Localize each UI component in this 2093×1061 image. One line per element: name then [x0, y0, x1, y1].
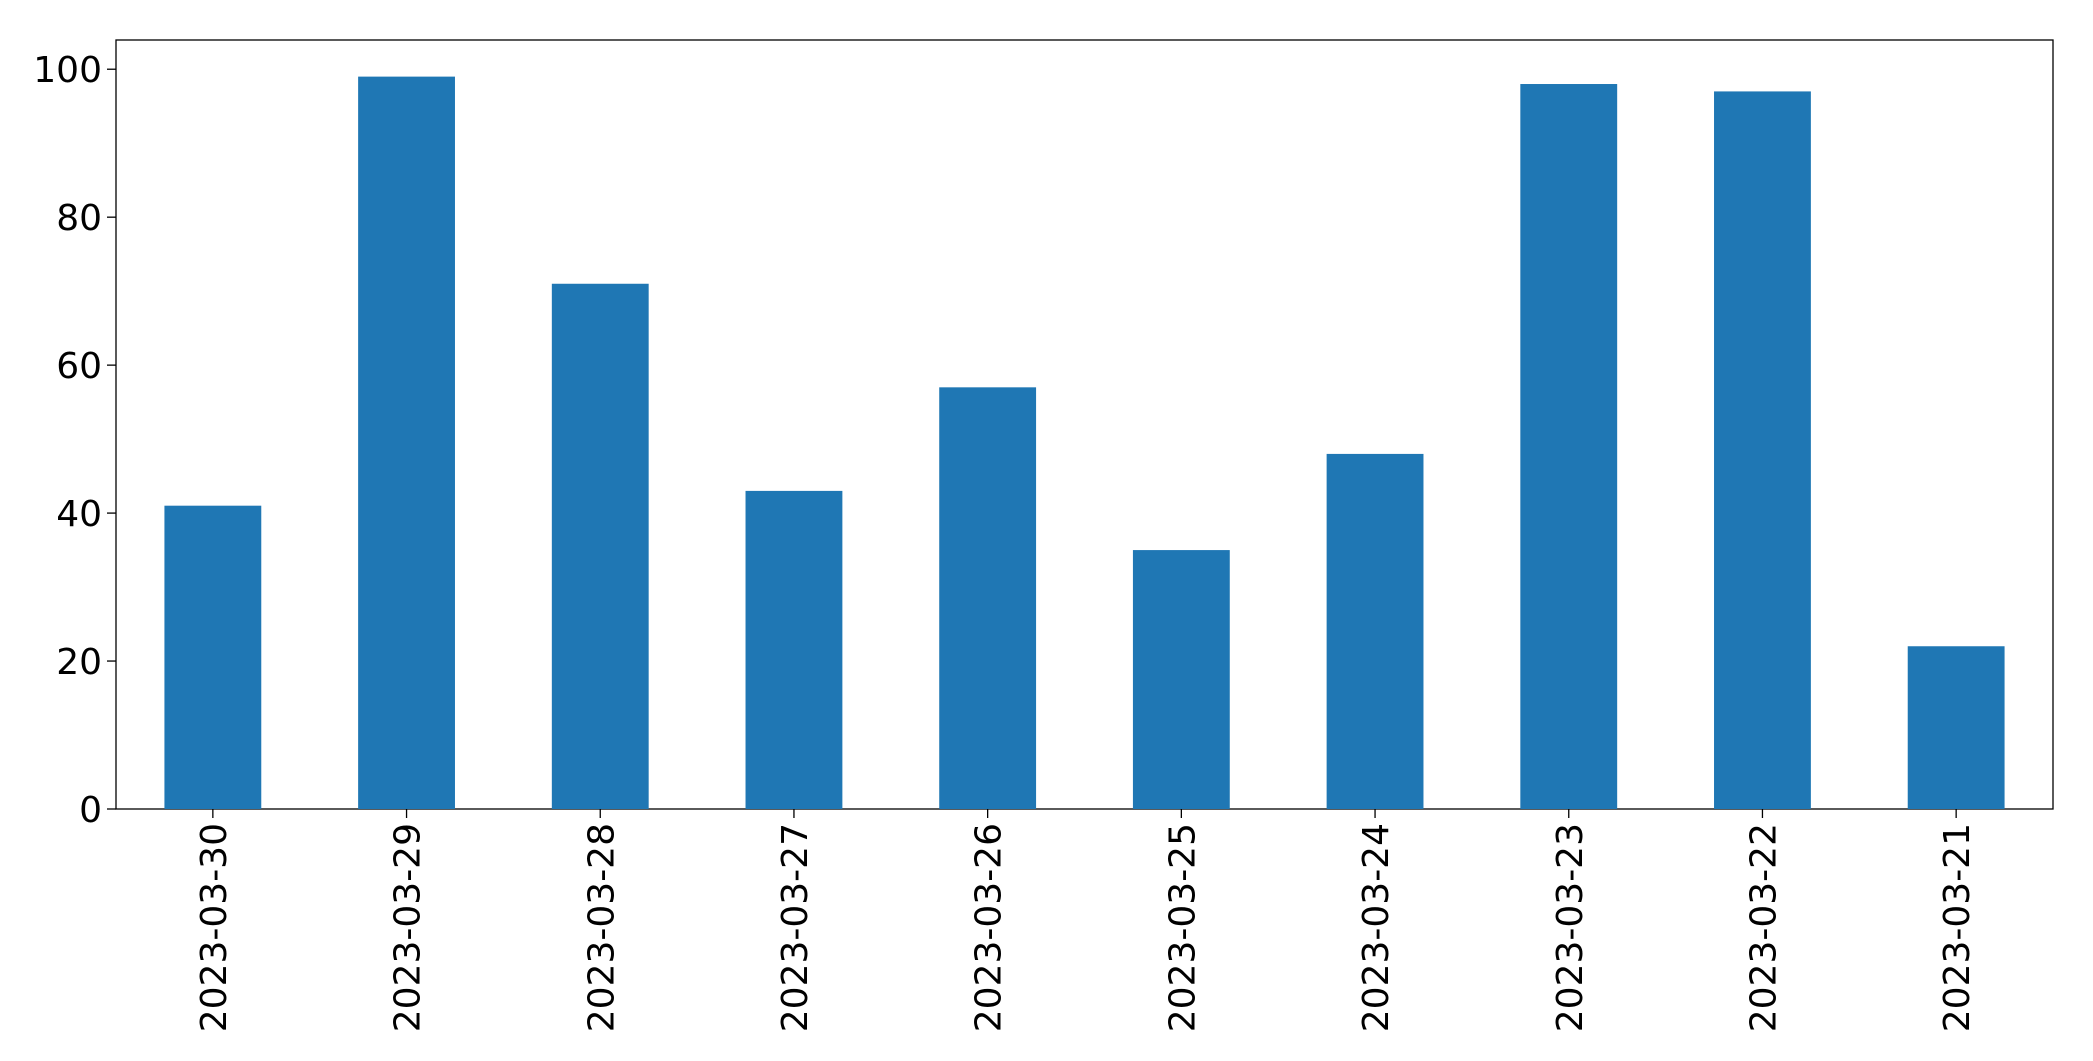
x-tick-label: 2023-03-22 [1743, 823, 1784, 1032]
x-tick-label: 2023-03-24 [1356, 823, 1397, 1032]
x-tick-label: 2023-03-29 [388, 823, 429, 1032]
y-tick-label: 100 [33, 50, 102, 91]
bar [939, 387, 1037, 809]
bar [358, 76, 455, 810]
y-tick-label: 80 [56, 198, 102, 239]
plot-frame [115, 39, 2054, 810]
y-tick-label: 40 [56, 494, 102, 535]
y-tick-label: 60 [56, 346, 102, 387]
bar [1714, 91, 1811, 810]
bar [745, 490, 843, 809]
x-tick-label: 2023-03-30 [194, 823, 235, 1032]
bar [1907, 646, 2005, 809]
x-tick-label: 2023-03-25 [1162, 823, 1203, 1032]
y-tick-label: 20 [56, 642, 102, 683]
x-tick-label: 2023-03-27 [775, 823, 816, 1032]
bar [164, 505, 262, 809]
x-tick-label: 2023-03-23 [1550, 823, 1591, 1032]
x-tick-label: 2023-03-26 [969, 823, 1010, 1032]
bar [551, 283, 649, 809]
y-tick-label: 0 [79, 790, 102, 831]
x-tick-label: 2023-03-21 [1937, 823, 1978, 1032]
bar [1520, 84, 1618, 809]
bar [1326, 453, 1424, 809]
x-tick-label: 2023-03-28 [581, 823, 622, 1032]
bar [1132, 550, 1230, 809]
